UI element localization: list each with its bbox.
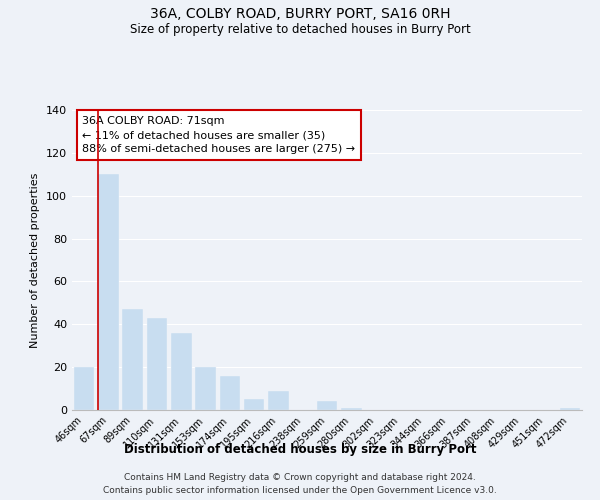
Y-axis label: Number of detached properties: Number of detached properties bbox=[31, 172, 40, 348]
Bar bbox=[244, 400, 265, 410]
Text: Contains public sector information licensed under the Open Government Licence v3: Contains public sector information licen… bbox=[103, 486, 497, 495]
Bar bbox=[122, 310, 143, 410]
Bar bbox=[98, 174, 119, 410]
Bar bbox=[317, 402, 337, 410]
Text: Contains HM Land Registry data © Crown copyright and database right 2024.: Contains HM Land Registry data © Crown c… bbox=[124, 472, 476, 482]
Bar bbox=[560, 408, 580, 410]
Text: 36A, COLBY ROAD, BURRY PORT, SA16 0RH: 36A, COLBY ROAD, BURRY PORT, SA16 0RH bbox=[150, 8, 450, 22]
Bar bbox=[146, 318, 167, 410]
Text: 36A COLBY ROAD: 71sqm
← 11% of detached houses are smaller (35)
88% of semi-deta: 36A COLBY ROAD: 71sqm ← 11% of detached … bbox=[82, 116, 355, 154]
Bar bbox=[171, 333, 191, 410]
Bar bbox=[74, 367, 94, 410]
Bar bbox=[195, 367, 216, 410]
Text: Size of property relative to detached houses in Burry Port: Size of property relative to detached ho… bbox=[130, 22, 470, 36]
Text: Distribution of detached houses by size in Burry Port: Distribution of detached houses by size … bbox=[124, 442, 476, 456]
Bar bbox=[220, 376, 240, 410]
Bar bbox=[268, 390, 289, 410]
Bar bbox=[341, 408, 362, 410]
